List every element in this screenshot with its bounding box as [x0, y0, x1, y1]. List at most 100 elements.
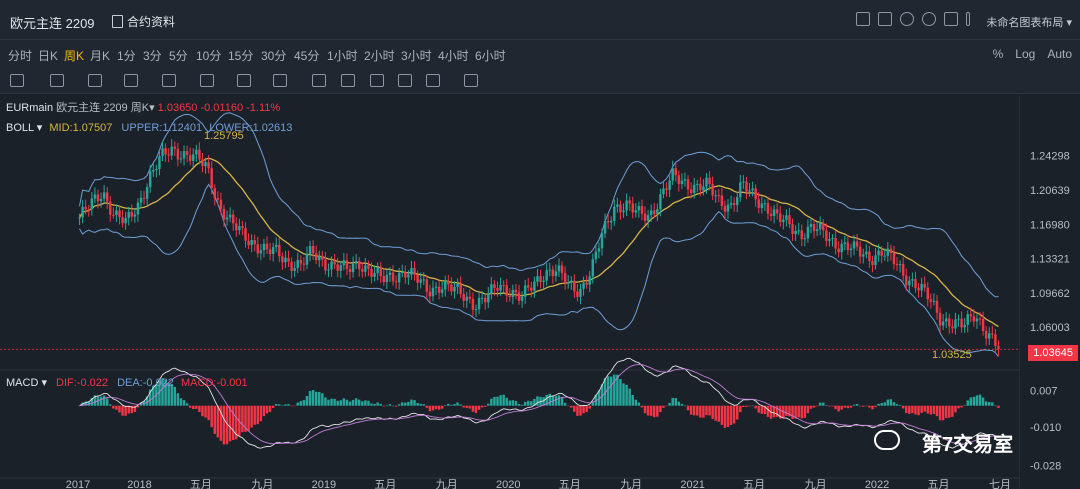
candle-body: [462, 294, 465, 301]
macd-dea-line: [79, 363, 999, 445]
trash-icon[interactable]: [464, 74, 478, 87]
line-tool-icon[interactable]: [10, 74, 24, 87]
macd-histogram-bar: [247, 405, 250, 432]
candle-body: [536, 276, 539, 282]
candle-body: [410, 268, 413, 275]
candle-body: [527, 285, 530, 288]
macd-histogram-bar: [901, 405, 905, 409]
period-tab[interactable]: 5分: [169, 49, 188, 63]
macd-histogram-bar: [880, 403, 883, 406]
macd-name[interactable]: MACD ▾: [6, 377, 47, 389]
candle-body: [895, 264, 899, 266]
macd-histogram-bar: [487, 403, 490, 406]
candle-body: [858, 246, 862, 257]
candle-body: [459, 283, 462, 295]
gear-icon[interactable]: [922, 12, 936, 26]
contract-title[interactable]: 欧元主连 2209: [10, 16, 95, 31]
candle-body: [401, 272, 404, 274]
macd-histogram-bar: [640, 405, 644, 408]
macd-histogram-bar: [533, 398, 536, 406]
macd-histogram-bar: [889, 399, 893, 406]
contract-info-button[interactable]: 合约资料: [112, 13, 175, 30]
candle-body: [923, 283, 926, 288]
copy-icon[interactable]: [426, 74, 440, 87]
macd-histogram-bar: [459, 404, 462, 406]
macd-histogram-bar: [517, 404, 521, 406]
period-tab[interactable]: 日K: [38, 49, 59, 63]
measure-icon[interactable]: [273, 74, 287, 87]
pen-icon[interactable]: [312, 74, 326, 87]
macd-histogram-bar: [981, 397, 985, 406]
horizontal-line-icon[interactable]: [200, 74, 214, 87]
draw-icon[interactable]: [878, 12, 892, 26]
macd-histogram-bar: [176, 393, 180, 406]
macd-histogram-bar: [548, 393, 551, 406]
candle-body: [576, 291, 579, 297]
period-tab[interactable]: 月K: [90, 49, 111, 63]
candle-body: [379, 267, 382, 277]
candle-body: [133, 214, 137, 217]
period-tab[interactable]: 30分: [261, 49, 287, 63]
macd-histogram-bar: [809, 405, 813, 409]
macd-histogram-bar: [932, 405, 936, 414]
refresh-icon[interactable]: [900, 12, 914, 26]
period-tab[interactable]: 3小时: [401, 49, 432, 63]
boll-name[interactable]: BOLL ▾: [6, 122, 43, 134]
period-tab[interactable]: 6小时: [475, 49, 506, 63]
candle-body: [96, 194, 100, 202]
candle-body: [265, 243, 269, 250]
boll-legend: BOLL ▾ MID:1.07507 UPPER:1.12401 LOWER:1…: [6, 121, 292, 134]
candle-body: [901, 264, 905, 276]
candle-body: [505, 285, 508, 296]
macd-histogram-bar: [364, 400, 367, 406]
symbol-period[interactable]: 周K▾: [130, 102, 155, 114]
auto-option[interactable]: Auto: [1047, 47, 1072, 61]
period-tab[interactable]: 15分: [228, 49, 254, 63]
macd-histogram-bar: [702, 405, 705, 418]
macd-histogram-bar: [496, 396, 499, 406]
macd-histogram-bar: [754, 405, 757, 409]
candle-body: [109, 201, 112, 215]
arrow-tool-icon[interactable]: [162, 74, 176, 87]
time-tick-label: 九月: [251, 478, 273, 489]
macd-histogram-bar: [207, 405, 210, 421]
eye-icon[interactable]: [370, 74, 384, 87]
candle-body: [164, 148, 167, 155]
period-tab[interactable]: 10分: [196, 49, 222, 63]
macd-histogram-bar: [662, 405, 665, 408]
period-tab[interactable]: 分时: [8, 49, 33, 63]
candle-body: [649, 210, 653, 216]
rect-tool-icon[interactable]: [50, 74, 64, 87]
macd-histogram-bar: [231, 405, 235, 441]
layout-selector[interactable]: 未命名图表布局 ▾: [986, 17, 1072, 29]
lock-icon[interactable]: [341, 74, 355, 87]
candle-body: [886, 248, 890, 256]
more-icon[interactable]: [966, 12, 970, 26]
kline-chart[interactable]: 1.24298 1.20639 1.16980 1.13321 1.09662 1.060…: [0, 95, 1080, 489]
image-icon[interactable]: [856, 12, 870, 26]
text-tool-icon[interactable]: [237, 74, 251, 87]
log-option[interactable]: Log: [1015, 47, 1036, 61]
candle-body: [84, 206, 87, 210]
candle-body: [972, 316, 976, 322]
candle-body: [145, 187, 149, 199]
period-tab[interactable]: 2小时: [364, 49, 395, 63]
period-tab[interactable]: 1小时: [327, 49, 358, 63]
macd-histogram-bar: [401, 402, 404, 406]
fullscreen-icon[interactable]: [944, 12, 958, 26]
period-tab-active[interactable]: 周K: [64, 49, 85, 63]
symbol-name: EURmain: [6, 102, 54, 114]
drawing-toolbar: [0, 68, 1080, 94]
macd-histogram-bar: [972, 396, 976, 406]
fib-tool-icon[interactable]: [124, 74, 138, 87]
candle-body: [963, 324, 966, 328]
pattern-tool-icon[interactable]: [88, 74, 102, 87]
period-tab[interactable]: 3分: [143, 49, 162, 63]
magnet-icon[interactable]: [398, 74, 412, 87]
period-tab[interactable]: 4小时: [438, 49, 469, 63]
macd-histogram-bar: [376, 402, 379, 406]
period-tab[interactable]: 45分: [294, 49, 320, 63]
period-tab[interactable]: 1分: [117, 49, 136, 63]
percent-option[interactable]: %: [992, 47, 1004, 61]
macd-histogram-bar: [557, 395, 561, 406]
